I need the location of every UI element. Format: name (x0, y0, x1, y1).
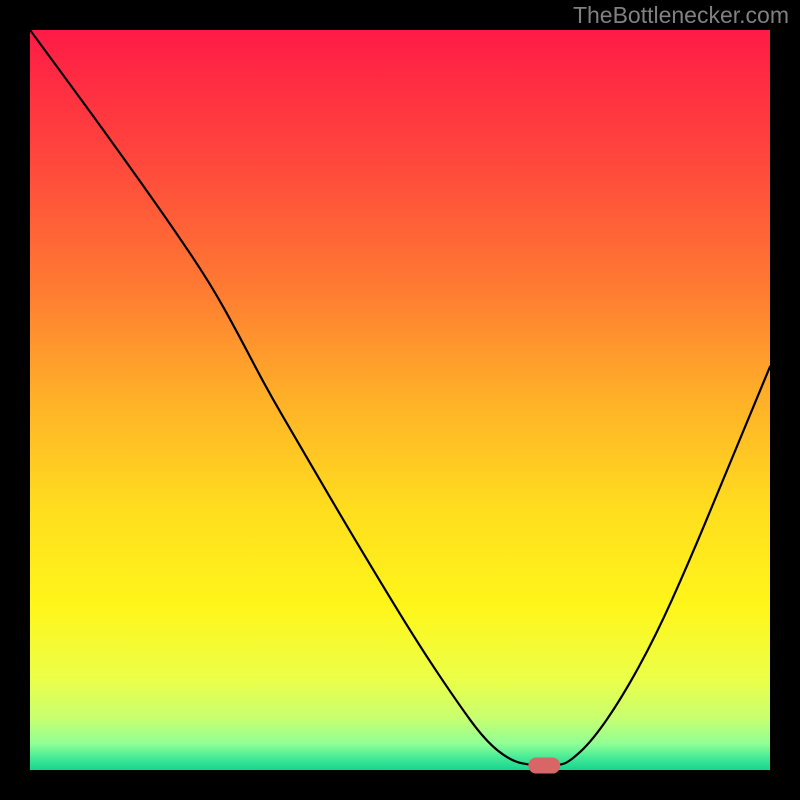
optimal-marker (528, 758, 560, 774)
bottleneck-chart (0, 0, 800, 800)
gradient-background (30, 30, 770, 770)
watermark-text: TheBottlenecker.com (573, 2, 789, 29)
